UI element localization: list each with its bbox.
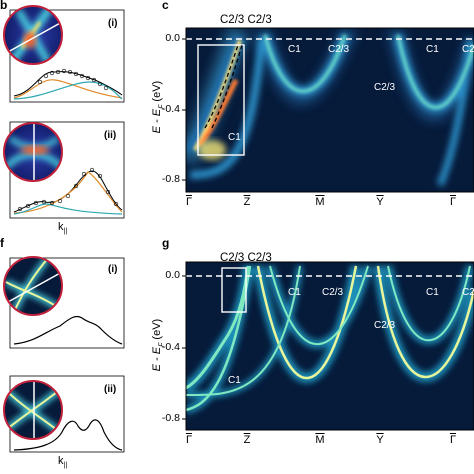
kaxis-k2: k bbox=[58, 455, 64, 467]
band-label-c-c23-pair: C2/3 C2/3 bbox=[220, 14, 272, 26]
band-label-c-c1-box: C1 bbox=[228, 132, 241, 143]
inset-label-b-i: (i) bbox=[108, 18, 118, 29]
ytick-c-1: -0.4 bbox=[161, 103, 180, 115]
ktick-g-z: Z bbox=[243, 434, 251, 446]
band-label-g-c1-a: C1 bbox=[288, 287, 301, 298]
inset-label-b-ii: (ii) bbox=[104, 130, 117, 141]
ktick-c-gamma2: Γ bbox=[449, 196, 457, 208]
ylabel-g-unit: (eV) bbox=[151, 318, 164, 340]
band-label-c-c1-a: C1 bbox=[288, 44, 301, 55]
band-label-g-c23-c: C2/3 bbox=[374, 320, 396, 331]
band-label-c-c23-a: C2/3 bbox=[328, 44, 350, 55]
panel-label-c: c bbox=[162, 0, 169, 12]
band-label-c-c23-c: C2/3 bbox=[374, 82, 396, 93]
panel-label-g: g bbox=[162, 236, 170, 250]
band-label-g-c1-b: C1 bbox=[426, 287, 439, 298]
band-label-g-c23-a: C2/3 bbox=[322, 287, 344, 298]
inset-b-i bbox=[3, 5, 125, 103]
ytick-c-2: -0.8 bbox=[161, 173, 180, 185]
panel-g-plot bbox=[182, 261, 474, 431]
inset-b-ii bbox=[3, 121, 125, 219]
ktick-g-m: M bbox=[315, 434, 325, 446]
band-label-g-c23-pair: C2/3 C2/3 bbox=[220, 252, 272, 264]
ktick-g-gamma2: Γ bbox=[449, 434, 457, 446]
band-label-g-c1-lower: C1 bbox=[228, 375, 241, 386]
kaxis-label-bottom: k|| bbox=[58, 455, 67, 469]
ktick-c-gamma1: Γ bbox=[185, 196, 193, 208]
inset-label-f-i: (i) bbox=[108, 264, 118, 275]
ylabel-c-unit: (eV) bbox=[151, 80, 164, 102]
ytick-c-0: 0.0 bbox=[165, 32, 180, 44]
ktick-c-m: M bbox=[315, 196, 325, 208]
ktick-c-z: Z bbox=[243, 196, 251, 208]
ktick-g-gamma1: Γ bbox=[185, 434, 193, 446]
kaxis-sub2: || bbox=[63, 462, 68, 470]
kaxis-label-top: k|| bbox=[58, 221, 67, 235]
inset-label-f-ii: (ii) bbox=[104, 384, 117, 395]
band-label-c-c23-b: C2/3 bbox=[462, 44, 474, 55]
ytick-g-0: 0.0 bbox=[165, 269, 180, 281]
kaxis-sub: || bbox=[63, 228, 68, 236]
band-label-c-c1-b: C1 bbox=[426, 44, 439, 55]
band-label-g-c23-b: C2/3 bbox=[462, 287, 474, 298]
kaxis-k: k bbox=[58, 221, 64, 233]
panel-c-plot bbox=[182, 27, 474, 193]
ytick-g-2: -0.8 bbox=[161, 412, 180, 424]
ktick-c-y: Y bbox=[376, 196, 384, 208]
panel-label-f: f bbox=[0, 236, 4, 250]
inset-f-i bbox=[3, 256, 125, 349]
ktick-g-y: Y bbox=[376, 434, 384, 446]
inset-f-ii bbox=[3, 375, 125, 453]
ytick-g-1: -0.4 bbox=[161, 341, 180, 353]
panel-label-b: b bbox=[0, 0, 8, 12]
